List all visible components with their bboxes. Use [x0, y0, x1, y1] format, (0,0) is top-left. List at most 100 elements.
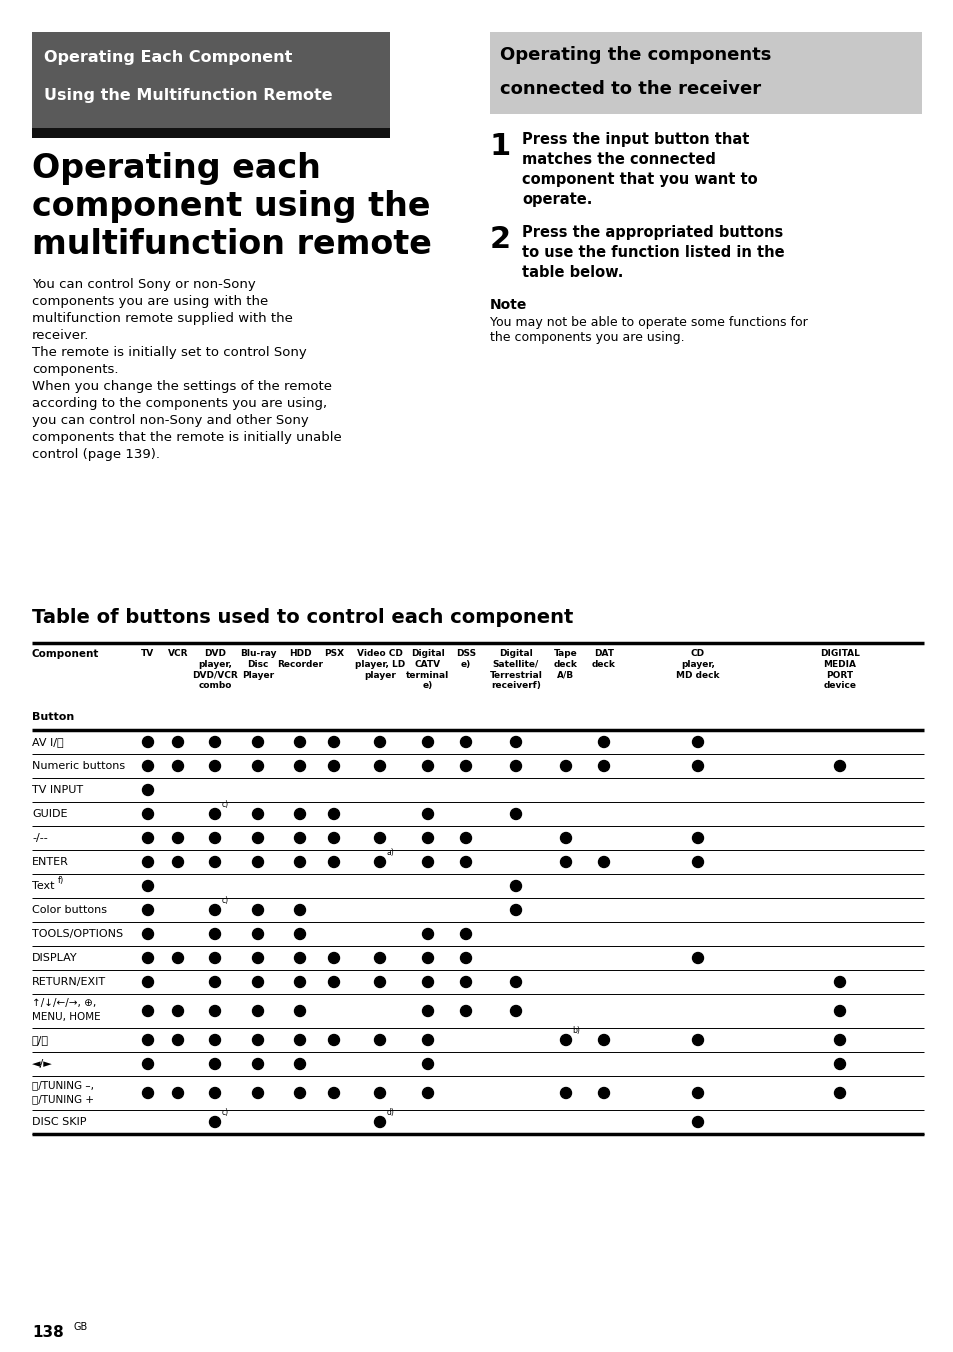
- Text: operate.: operate.: [521, 192, 592, 207]
- Circle shape: [834, 1034, 844, 1045]
- Text: multifunction remote: multifunction remote: [32, 228, 432, 261]
- Circle shape: [294, 1059, 305, 1069]
- Text: TV INPUT: TV INPUT: [32, 786, 83, 795]
- Text: Table of buttons used to control each component: Table of buttons used to control each co…: [32, 608, 573, 627]
- Circle shape: [598, 857, 609, 868]
- Circle shape: [253, 953, 263, 964]
- Bar: [490, 32, 921, 114]
- Circle shape: [328, 737, 339, 748]
- Text: c): c): [221, 800, 229, 810]
- Text: Note: Note: [490, 297, 527, 312]
- Text: you can control non-Sony and other Sony: you can control non-Sony and other Sony: [32, 414, 309, 427]
- Text: TV: TV: [141, 649, 154, 658]
- Circle shape: [142, 1034, 153, 1045]
- Circle shape: [375, 1034, 385, 1045]
- Circle shape: [210, 1059, 220, 1069]
- Circle shape: [210, 929, 220, 940]
- Circle shape: [210, 1117, 220, 1128]
- Text: DAT
deck: DAT deck: [592, 649, 616, 669]
- Text: You can control Sony or non-Sony: You can control Sony or non-Sony: [32, 279, 255, 291]
- Circle shape: [210, 953, 220, 964]
- Text: ⏩/TUNING +: ⏩/TUNING +: [32, 1094, 94, 1105]
- Text: DVD
player,
DVD/VCR
combo: DVD player, DVD/VCR combo: [192, 649, 237, 691]
- Circle shape: [328, 833, 339, 844]
- Text: Digital
CATV
terminal
e): Digital CATV terminal e): [406, 649, 449, 691]
- Text: c): c): [221, 896, 229, 906]
- Text: 138: 138: [32, 1325, 64, 1340]
- Text: ◄/►: ◄/►: [32, 1059, 52, 1069]
- Circle shape: [692, 1034, 702, 1045]
- Text: the components you are using.: the components you are using.: [490, 331, 684, 343]
- Text: table below.: table below.: [521, 265, 622, 280]
- Circle shape: [692, 953, 702, 964]
- Text: MENU, HOME: MENU, HOME: [32, 1013, 100, 1022]
- Circle shape: [510, 976, 521, 987]
- Circle shape: [294, 857, 305, 868]
- Text: DISC SKIP: DISC SKIP: [32, 1117, 87, 1128]
- Circle shape: [172, 1006, 183, 1017]
- Circle shape: [422, 737, 433, 748]
- Circle shape: [172, 1087, 183, 1098]
- Circle shape: [692, 857, 702, 868]
- Text: d): d): [386, 1109, 394, 1118]
- Circle shape: [253, 760, 263, 772]
- Circle shape: [460, 976, 471, 987]
- Circle shape: [253, 1034, 263, 1045]
- Circle shape: [422, 808, 433, 819]
- Circle shape: [375, 976, 385, 987]
- Text: VCR: VCR: [168, 649, 188, 658]
- Text: TOOLS/OPTIONS: TOOLS/OPTIONS: [32, 929, 123, 940]
- Text: Press the appropriated buttons: Press the appropriated buttons: [521, 224, 782, 241]
- Text: Tape
deck
A/B: Tape deck A/B: [554, 649, 578, 680]
- Text: GUIDE: GUIDE: [32, 808, 68, 819]
- Circle shape: [210, 1087, 220, 1098]
- Text: control (page 139).: control (page 139).: [32, 448, 160, 461]
- Circle shape: [210, 857, 220, 868]
- Text: ⏪/TUNING –,: ⏪/TUNING –,: [32, 1080, 94, 1090]
- Circle shape: [210, 904, 220, 915]
- Circle shape: [510, 760, 521, 772]
- Circle shape: [253, 1006, 263, 1017]
- Text: Operating each: Operating each: [32, 151, 320, 185]
- Circle shape: [142, 808, 153, 819]
- Circle shape: [253, 904, 263, 915]
- Circle shape: [460, 737, 471, 748]
- Circle shape: [422, 929, 433, 940]
- Circle shape: [328, 1087, 339, 1098]
- Text: Press the input button that: Press the input button that: [521, 132, 749, 147]
- Circle shape: [460, 760, 471, 772]
- Circle shape: [375, 953, 385, 964]
- Circle shape: [422, 976, 433, 987]
- Circle shape: [422, 760, 433, 772]
- Circle shape: [328, 953, 339, 964]
- Circle shape: [253, 1059, 263, 1069]
- Circle shape: [142, 880, 153, 891]
- Text: connected to the receiver: connected to the receiver: [499, 80, 760, 97]
- Text: Text: Text: [32, 882, 54, 891]
- Circle shape: [253, 857, 263, 868]
- Circle shape: [172, 857, 183, 868]
- Circle shape: [142, 784, 153, 795]
- Circle shape: [422, 857, 433, 868]
- Circle shape: [375, 1087, 385, 1098]
- Circle shape: [692, 1087, 702, 1098]
- Circle shape: [422, 1087, 433, 1098]
- Circle shape: [294, 929, 305, 940]
- Circle shape: [422, 953, 433, 964]
- Text: HDD
Recorder: HDD Recorder: [276, 649, 323, 669]
- Circle shape: [560, 1034, 571, 1045]
- Circle shape: [460, 1006, 471, 1017]
- Text: to use the function listed in the: to use the function listed in the: [521, 245, 783, 260]
- Circle shape: [375, 1117, 385, 1128]
- Text: multifunction remote supplied with the: multifunction remote supplied with the: [32, 312, 293, 324]
- Circle shape: [142, 1059, 153, 1069]
- Circle shape: [294, 1034, 305, 1045]
- Text: a): a): [386, 849, 394, 857]
- Circle shape: [294, 760, 305, 772]
- Circle shape: [598, 760, 609, 772]
- Circle shape: [834, 976, 844, 987]
- Bar: [32, 32, 390, 128]
- Circle shape: [328, 857, 339, 868]
- Text: Button: Button: [32, 713, 74, 722]
- Text: AV I/⏻: AV I/⏻: [32, 737, 64, 748]
